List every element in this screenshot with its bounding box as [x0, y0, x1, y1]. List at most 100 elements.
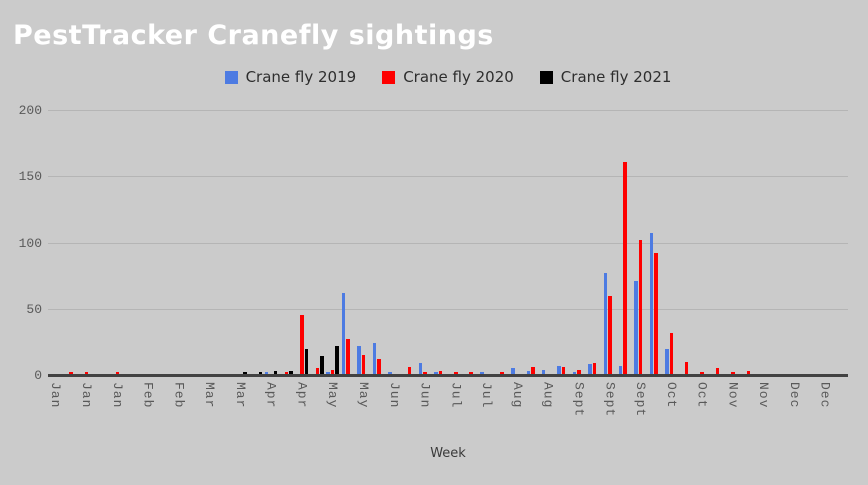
bar-group-week-5	[110, 111, 125, 375]
bar-crane-fly-2020-week-21[interactable]	[361, 355, 366, 375]
bar-crane-fly-2019-week-40[interactable]	[649, 233, 654, 375]
x-label-slot	[802, 382, 817, 444]
bar-crane-fly-2019-week-33[interactable]	[541, 369, 546, 375]
legend: Crane fly 2019 Crane fly 2020 Crane fly 20…	[48, 66, 848, 88]
bar-group-week-48	[771, 111, 786, 375]
bar-crane-fly-2019-week-23[interactable]	[388, 372, 392, 375]
bar-crane-fly-2020-week-18[interactable]	[315, 368, 320, 375]
x-label-slot: Feb	[171, 382, 186, 444]
bar-crane-fly-2020-week-24[interactable]	[407, 367, 412, 375]
x-tick-label: Sept	[571, 382, 587, 418]
bar-crane-fly-2019-week-25[interactable]	[418, 363, 423, 375]
bar-crane-fly-2020-week-45[interactable]	[731, 372, 735, 375]
bar-crane-fly-2020-week-43[interactable]	[700, 372, 704, 375]
bar-crane-fly-2020-week-39[interactable]	[638, 239, 643, 375]
bar-crane-fly-2020-week-32[interactable]	[531, 367, 535, 375]
bar-crane-fly-2020-week-44[interactable]	[715, 368, 720, 375]
x-label-slot: Jan	[79, 382, 94, 444]
bar-crane-fly-2020-week-38[interactable]	[623, 161, 627, 375]
x-tick-label: Dec	[786, 382, 802, 409]
legend-label: Crane fly 2019	[245, 68, 357, 86]
bar-crane-fly-2019-week-39[interactable]	[634, 280, 638, 375]
bar-group-week-11	[202, 111, 217, 375]
bar-crane-fly-2019-week-34[interactable]	[557, 365, 561, 375]
bar-crane-fly-2019-week-35[interactable]	[572, 372, 577, 375]
bar-crane-fly-2020-week-42[interactable]	[684, 361, 689, 375]
bar-group-week-16	[279, 111, 294, 375]
x-label-slot: Dec	[818, 382, 833, 444]
bar-crane-fly-2020-week-41[interactable]	[669, 332, 674, 375]
bar-crane-fly-2019-week-37[interactable]	[603, 272, 607, 375]
bar-crane-fly-2020-week-17[interactable]	[300, 315, 304, 375]
bar-crane-fly-2020-week-40[interactable]	[654, 253, 658, 375]
legend-item-crane-fly-2021[interactable]: Crane fly 2021	[539, 68, 671, 86]
x-tick-label: May	[325, 382, 341, 409]
bar-crane-fly-2021-week-15[interactable]	[273, 371, 278, 375]
bar-crane-fly-2021-week-13[interactable]	[243, 372, 247, 375]
bar-crane-fly-2020-week-26[interactable]	[438, 371, 443, 375]
x-label-slot	[371, 382, 386, 444]
bar-crane-fly-2020-week-16[interactable]	[284, 372, 289, 375]
bar-crane-fly-2019-week-22[interactable]	[372, 343, 377, 375]
bar-crane-fly-2020-week-19[interactable]	[330, 369, 335, 375]
bar-crane-fly-2020-week-35[interactable]	[577, 369, 581, 375]
bar-crane-fly-2021-week-18[interactable]	[320, 356, 324, 375]
bar-crane-fly-2020-week-34[interactable]	[561, 367, 566, 375]
bar-crane-fly-2020-week-36[interactable]	[592, 363, 597, 375]
bar-group-week-1	[48, 111, 63, 375]
bar-crane-fly-2019-week-38[interactable]	[618, 365, 623, 375]
bar-group-week-42	[679, 111, 694, 375]
bar-crane-fly-2020-week-2[interactable]	[69, 372, 73, 375]
bar-crane-fly-2019-week-26[interactable]	[434, 372, 438, 375]
bar-group-week-38	[617, 111, 632, 375]
x-label-slot	[94, 382, 109, 444]
bar-crane-fly-2020-week-25[interactable]	[423, 372, 427, 375]
x-tick-label: Nov	[756, 382, 772, 409]
x-label-slot: May	[356, 382, 371, 444]
legend-item-crane-fly-2020[interactable]: Crane fly 2020	[382, 68, 514, 86]
x-tick-label: Aug	[540, 382, 556, 409]
bar-group-week-12	[217, 111, 232, 375]
x-label-slot	[771, 382, 786, 444]
bar-group-week-32	[525, 111, 540, 375]
bar-crane-fly-2020-week-5[interactable]	[115, 372, 119, 375]
bar-crane-fly-2020-week-37[interactable]	[608, 295, 612, 375]
bar-group-week-21	[356, 111, 371, 375]
x-tick-label: Mar	[232, 382, 248, 409]
x-label-slot: Jul	[479, 382, 494, 444]
bar-crane-fly-2020-week-46[interactable]	[746, 371, 751, 375]
x-label-slot: Aug	[541, 382, 556, 444]
bar-group-week-46	[741, 111, 756, 375]
bar-crane-fly-2019-week-31[interactable]	[511, 368, 515, 375]
bar-crane-fly-2019-week-29[interactable]	[480, 372, 484, 375]
bar-crane-fly-2021-week-19[interactable]	[335, 345, 339, 375]
bar-crane-fly-2020-week-3[interactable]	[84, 372, 89, 375]
x-tick-label: Mar	[202, 382, 218, 409]
bar-group-week-18	[310, 111, 325, 375]
bar-crane-fly-2019-week-19[interactable]	[326, 372, 330, 375]
bar-crane-fly-2021-week-14[interactable]	[258, 372, 263, 375]
bar-crane-fly-2020-week-27[interactable]	[454, 372, 458, 375]
x-label-slot	[464, 382, 479, 444]
bar-crane-fly-2020-week-20[interactable]	[346, 339, 350, 375]
bar-crane-fly-2020-week-30[interactable]	[500, 372, 504, 375]
x-label-slot: Apr	[263, 382, 279, 444]
x-tick-label: Feb	[171, 382, 187, 409]
bar-crane-fly-2021-week-16[interactable]	[289, 371, 293, 375]
bar-group-week-24	[402, 111, 417, 375]
bar-group-week-23	[387, 111, 402, 375]
x-label-slot: May	[325, 382, 340, 444]
legend-item-crane-fly-2019[interactable]: Crane fly 2019	[224, 68, 357, 86]
bar-crane-fly-2019-week-32[interactable]	[526, 371, 531, 375]
bar-crane-fly-2019-week-41[interactable]	[665, 348, 669, 375]
gridline-100	[48, 242, 848, 244]
bar-crane-fly-2020-week-28[interactable]	[469, 372, 473, 375]
bar-crane-fly-2019-week-21[interactable]	[357, 345, 361, 375]
x-tick-label: Jun	[417, 382, 433, 409]
bar-crane-fly-2020-week-22[interactable]	[377, 359, 381, 375]
bar-crane-fly-2019-week-15[interactable]	[264, 372, 269, 375]
bar-crane-fly-2019-week-20[interactable]	[341, 292, 346, 375]
bar-crane-fly-2019-week-36[interactable]	[588, 364, 592, 375]
bar-crane-fly-2021-week-17[interactable]	[304, 348, 309, 375]
